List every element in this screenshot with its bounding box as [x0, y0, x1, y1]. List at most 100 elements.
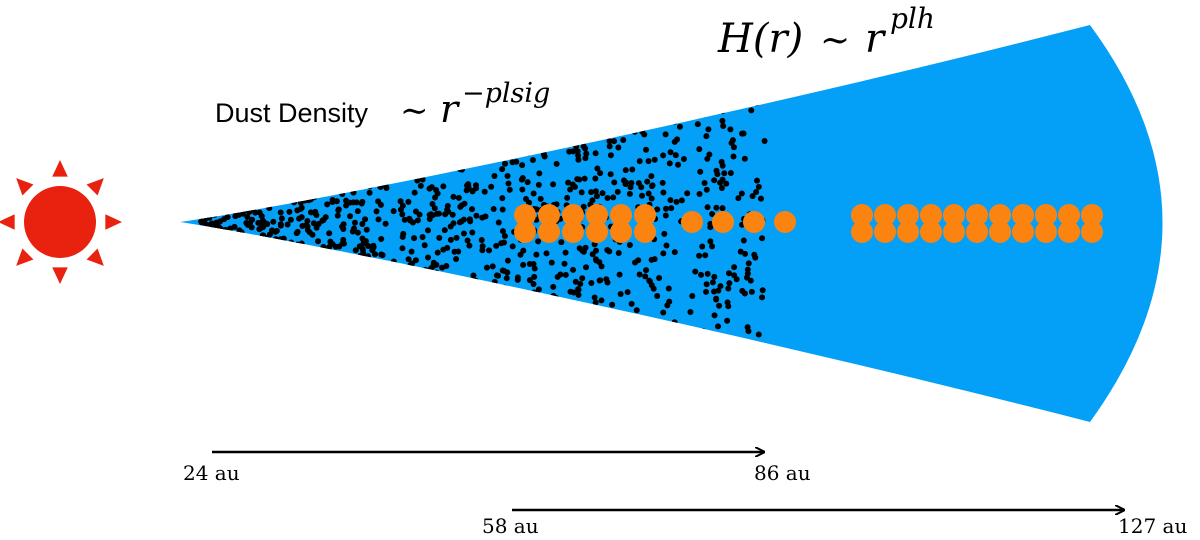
- dust-grain: [390, 208, 397, 215]
- dust-grain: [469, 206, 476, 213]
- dust-grain: [662, 131, 669, 138]
- dust-grain: [671, 249, 678, 256]
- pebble: [874, 221, 896, 243]
- dust-grain: [236, 211, 243, 218]
- dust-grain: [366, 183, 373, 190]
- pebble: [634, 204, 656, 226]
- dust-grain: [211, 211, 218, 218]
- pebble: [538, 204, 560, 226]
- star-ray: [86, 178, 104, 196]
- pebble: [851, 204, 873, 226]
- dust-grain: [696, 146, 703, 153]
- dust-grain: [451, 248, 458, 255]
- dust-grain: [711, 273, 718, 280]
- dust-grain: [483, 264, 490, 271]
- dust-grain: [606, 138, 613, 145]
- dust-grain: [493, 242, 500, 249]
- dust-grain: [221, 233, 228, 240]
- pebble: [966, 221, 988, 243]
- dust-grain: [419, 233, 426, 240]
- dust-grain: [597, 170, 604, 177]
- pebble: [851, 221, 873, 243]
- dust-grain: [326, 243, 333, 250]
- pebble: [562, 221, 584, 243]
- dust-grain: [447, 163, 454, 170]
- dust-grain: [517, 251, 524, 258]
- pebble: [874, 204, 896, 226]
- star-ray: [52, 160, 68, 177]
- dust-grain: [239, 233, 246, 240]
- pebble: [1035, 221, 1057, 243]
- dust-grain: [567, 186, 574, 193]
- dust-grain: [696, 252, 703, 259]
- dust-grain: [291, 199, 298, 206]
- dust-grain: [455, 161, 462, 168]
- pebble: [774, 211, 796, 233]
- dust-grain: [697, 168, 704, 175]
- dust-grain: [610, 194, 617, 201]
- dust-grain: [526, 199, 533, 206]
- dust-grain: [426, 185, 433, 192]
- dust-grain: [464, 237, 471, 244]
- dust-grain: [284, 221, 291, 228]
- dust-grain: [514, 276, 521, 283]
- dust-grain: [673, 198, 680, 205]
- dust-grain: [761, 138, 768, 145]
- dust-grain: [659, 179, 666, 186]
- dust-grain: [617, 290, 624, 297]
- dust-grain: [243, 220, 250, 227]
- dust-grain: [703, 133, 710, 140]
- dust-grain: [462, 162, 469, 169]
- dust-grain: [694, 121, 701, 128]
- dust-grain: [481, 188, 488, 195]
- dust-grain: [424, 227, 431, 234]
- dust-grain: [475, 159, 482, 166]
- dust-grain: [535, 145, 542, 152]
- dust-grain: [519, 186, 526, 193]
- dust-grain: [362, 216, 369, 223]
- dust-grain: [370, 175, 377, 182]
- dust-grain: [616, 271, 623, 278]
- pebble: [897, 204, 919, 226]
- dust-grain: [490, 155, 497, 162]
- dust-grain: [469, 188, 476, 195]
- dust-grain: [470, 272, 477, 279]
- dust-grain: [740, 237, 747, 244]
- dust-grain: [719, 162, 726, 169]
- dust-density-symbol: ∼: [400, 91, 429, 131]
- dust-grain: [583, 150, 590, 157]
- dust-density-label: Dust Density: [215, 98, 369, 128]
- dust-grain: [205, 208, 212, 215]
- dust-grain: [293, 230, 300, 237]
- dust-grain: [574, 148, 581, 155]
- dust-grain: [359, 235, 366, 242]
- dust-grain: [739, 287, 746, 294]
- dust-grain: [287, 216, 294, 223]
- dust-grain: [588, 189, 595, 196]
- dust-grain: [411, 189, 418, 196]
- dust-grain: [322, 214, 329, 221]
- dust-grain: [320, 243, 327, 250]
- dust-grain: [284, 196, 291, 203]
- dust-grain: [633, 307, 640, 314]
- dust-grain: [701, 179, 708, 186]
- dust-grain: [664, 302, 671, 309]
- dust-grain: [499, 195, 506, 202]
- dust-grain: [435, 210, 442, 217]
- dust-grain: [738, 190, 745, 197]
- dust-grain: [663, 205, 670, 212]
- pebbles: [514, 204, 1103, 243]
- dust-grain: [339, 254, 346, 261]
- dust-grain: [469, 229, 476, 236]
- dust-grain: [578, 189, 585, 196]
- dust-grain: [565, 179, 572, 186]
- dust-grain: [604, 247, 611, 254]
- dust-grain: [589, 197, 596, 204]
- dust-grain: [495, 272, 502, 279]
- dust-grain: [648, 173, 655, 180]
- dust-grain: [279, 193, 286, 200]
- dust-grain: [651, 156, 658, 163]
- dust-grain: [561, 260, 568, 267]
- dust-grain: [326, 230, 333, 237]
- dust-grain: [628, 300, 635, 307]
